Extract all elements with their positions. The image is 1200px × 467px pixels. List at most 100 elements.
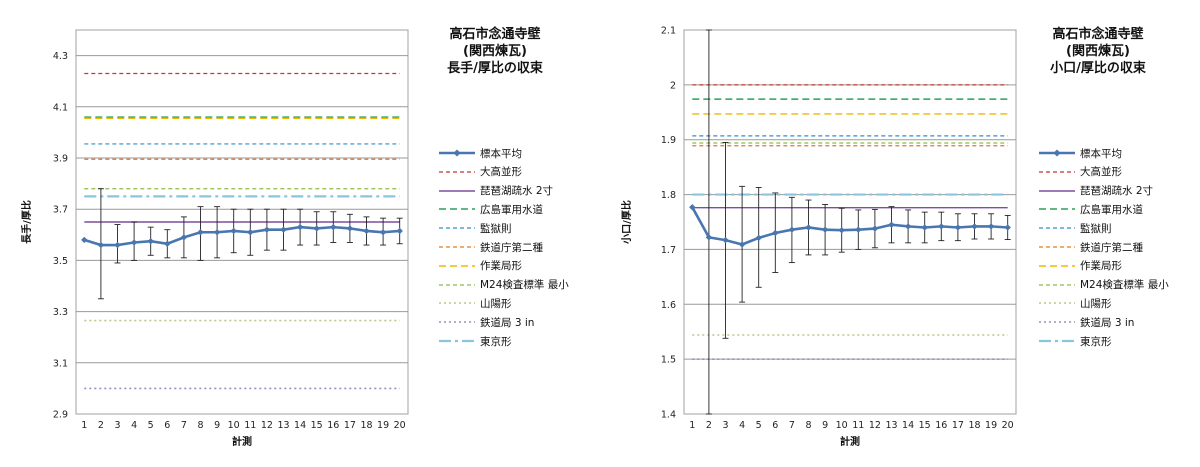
legend-label: 鉄道局 3 in [1080, 316, 1135, 329]
data-point [330, 223, 337, 231]
y-tick-label: 3.3 [53, 307, 68, 318]
y-tick-label: 4.3 [53, 51, 68, 62]
legend-swatch [439, 227, 475, 229]
legend-label: 鉄道局 3 in [480, 316, 535, 329]
legend-swatch [1039, 302, 1075, 305]
x-tick-label: 10 [228, 420, 240, 431]
legend-label: 大高並形 [480, 166, 522, 179]
x-tick-label: 5 [756, 420, 762, 431]
y-tick-label: 3.5 [53, 256, 68, 267]
legend-label: 鉄道庁第二種 [480, 241, 543, 254]
legend-item: 山陽形 [438, 296, 512, 310]
x-tick-label: 10 [836, 420, 848, 431]
data-point [346, 225, 354, 232]
data-point [987, 223, 995, 230]
plot-border [75, 29, 409, 415]
legend-item: 作業局形 [438, 259, 522, 273]
data-point [296, 223, 304, 231]
x-tick-label: 18 [360, 420, 372, 431]
x-tick-label: 17 [344, 420, 356, 431]
y-tick-label: 1.9 [661, 135, 676, 146]
x-tick-label: 17 [952, 420, 964, 431]
y-tick-label: 2.1 [661, 26, 676, 37]
legend-item: 山陽形 [1038, 296, 1112, 310]
legend-item: 鉄道局 3 in [1038, 315, 1134, 329]
legend-swatch [439, 171, 475, 173]
x-tick-label: 18 [968, 420, 980, 431]
legend-swatch [439, 265, 475, 267]
legend-label: 東京形 [1080, 335, 1112, 348]
data-point [396, 227, 403, 235]
x-tick-label: 8 [805, 420, 811, 431]
legend-item: 鉄道庁第二種 [1038, 240, 1143, 254]
data-point [938, 223, 945, 230]
y-tick-label: 1.4 [661, 410, 676, 421]
legend-item: 広島軍用水道 [1038, 202, 1143, 216]
y-tick-label: 4.1 [53, 102, 68, 113]
x-tick-label: 1 [81, 420, 87, 431]
legend-swatch [1039, 149, 1075, 157]
legend-label: 鉄道庁第二種 [1080, 241, 1143, 254]
legend-swatch [439, 302, 475, 305]
x-tick-label: 7 [789, 420, 795, 431]
x-tick-label: 14 [902, 420, 914, 431]
legend-label: 監獄則 [1080, 222, 1112, 235]
legend-swatch [439, 149, 475, 157]
legend-label: 山陽形 [480, 297, 512, 310]
y-tick-label: 3.9 [53, 154, 68, 165]
legend-swatch [439, 339, 475, 343]
legend-item: 監獄則 [438, 221, 512, 235]
x-tick-label: 3 [114, 420, 120, 431]
legend-item: 広島軍用水道 [438, 202, 543, 216]
legend-label: 標本平均 [480, 147, 522, 160]
legend-swatch [1039, 171, 1075, 173]
y-tick-label: 2 [670, 80, 676, 91]
x-tick-label: 11 [852, 420, 864, 431]
data-point [1004, 224, 1011, 231]
data-point [164, 240, 171, 247]
plot-area: 2.93.13.33.53.73.94.14.31 2 3 4 5 6 7 8 9 10 11 12 1… [20, 29, 409, 448]
x-tick-label: 6 [772, 420, 778, 431]
legend: 標本平均 大高並形 琵琶湖疏水 2寸 広島軍用水道 監獄則 鉄道庁第二種 作業局形 M24検査… [438, 146, 598, 376]
x-tick-label: 13 [277, 420, 289, 431]
x-tick-label: 9 [822, 420, 828, 431]
x-tick-label: 2 [706, 420, 712, 431]
legend-item: 監獄則 [1038, 221, 1112, 235]
legend-swatch [1039, 246, 1075, 248]
legend-item: M24検査標準 最小 [1038, 278, 1169, 292]
y-tick-label: 1.5 [661, 355, 676, 366]
data-point [722, 236, 729, 244]
legend-item: 大高並形 [438, 165, 522, 179]
data-point [180, 234, 188, 241]
x-tick-label: 5 [148, 420, 154, 431]
legend-swatch [439, 189, 475, 192]
x-tick-label: 15 [919, 420, 931, 431]
data-point [230, 227, 237, 235]
x-tick-label: 19 [377, 420, 389, 431]
legend-swatch [439, 246, 475, 248]
y-tick-label: 1.7 [661, 245, 676, 256]
x-tick-label: 14 [294, 420, 306, 431]
y-axis-title: 小口/厚比 [620, 200, 633, 245]
data-point [81, 236, 88, 244]
legend-swatch [1039, 189, 1075, 192]
data-point [213, 229, 221, 236]
y-tick-label: 3.1 [53, 358, 68, 369]
legend-swatch [439, 208, 475, 211]
x-axis-title: 計測 [840, 435, 860, 448]
data-point [788, 226, 796, 233]
plot-border [683, 29, 1017, 415]
legend-label: 広島軍用水道 [1080, 203, 1143, 216]
legend-swatch [1039, 339, 1075, 343]
legend-swatch [1039, 283, 1075, 286]
x-tick-label: 16 [935, 420, 947, 431]
x-tick-label: 19 [985, 420, 997, 431]
legend-label: M24検査標準 最小 [1080, 279, 1169, 292]
x-tick-label: 8 [197, 420, 203, 431]
data-point [971, 223, 978, 230]
legend-label: 山陽形 [1080, 297, 1112, 310]
data-point [921, 224, 928, 231]
chart-long-ratio: 2.9 3.1 3.3 3.5 3.7 3.9 4.1 4.3 1 2 3 4 5 6 7 8 9 10 11 12 1… [20, 27, 598, 448]
data-point [197, 229, 204, 236]
x-tick-label: 20 [1002, 420, 1014, 431]
